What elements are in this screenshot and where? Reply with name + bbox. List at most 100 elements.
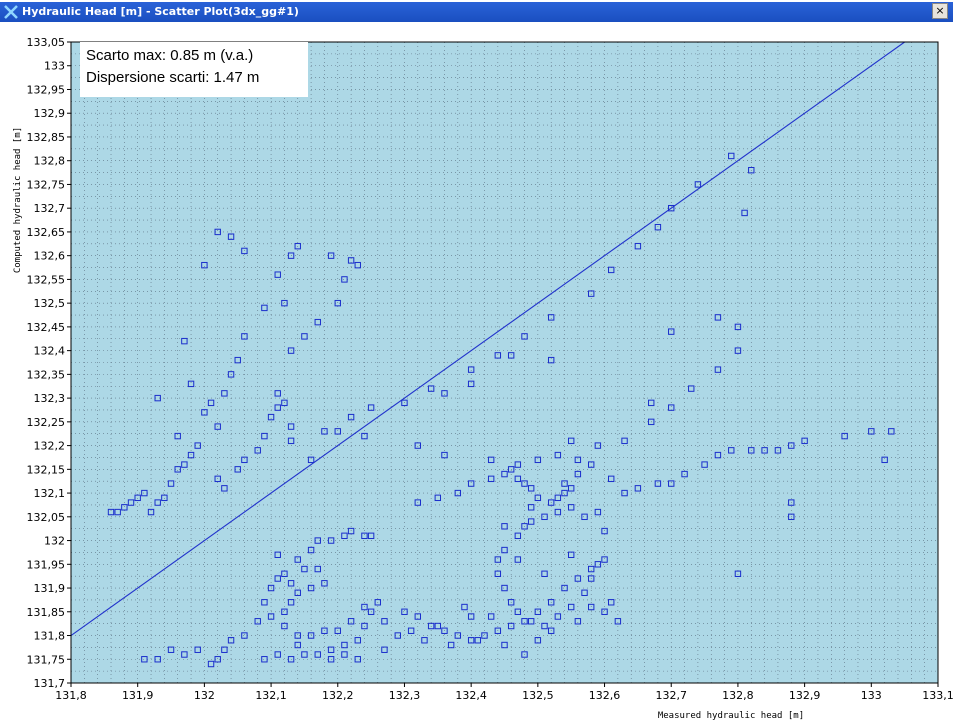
data-point xyxy=(227,371,235,378)
data-point xyxy=(547,314,555,321)
data-point xyxy=(267,584,275,592)
data-point xyxy=(214,656,221,663)
data-point xyxy=(341,651,348,658)
data-point xyxy=(401,608,408,615)
data-point xyxy=(294,242,301,250)
x-axis-title: Measured hydraulic head [m] xyxy=(658,711,804,721)
x-tick-label: 132,4 xyxy=(455,689,487,702)
data-point xyxy=(314,651,321,658)
data-point xyxy=(154,656,161,663)
data-point xyxy=(107,508,115,516)
data-point xyxy=(287,599,295,606)
data-point xyxy=(327,656,335,663)
data-point xyxy=(654,223,662,231)
title-bar[interactable]: Hydraulic Head [m] - Scatter Plot(3dx_gg… xyxy=(0,0,953,24)
data-point xyxy=(381,646,388,653)
y-axis-title: Computed hydraulic head [m] xyxy=(13,127,23,273)
data-point xyxy=(554,494,562,502)
data-point xyxy=(541,570,548,577)
data-point xyxy=(501,641,508,649)
data-point xyxy=(167,646,175,653)
data-point xyxy=(281,570,288,577)
data-point xyxy=(221,485,228,492)
data-point xyxy=(327,537,335,544)
x-tick-label: 132,2 xyxy=(322,689,354,702)
x-tick-label: 132,7 xyxy=(655,689,687,702)
data-point xyxy=(454,632,462,639)
data-point xyxy=(514,532,522,540)
data-point xyxy=(274,651,281,658)
data-point xyxy=(201,261,208,269)
data-point xyxy=(241,632,248,639)
data-point xyxy=(254,447,261,454)
data-point xyxy=(134,494,141,502)
data-point xyxy=(734,323,742,331)
data-point xyxy=(621,489,628,497)
data-point xyxy=(594,442,602,449)
data-point xyxy=(507,466,515,473)
y-tick-label: 133 xyxy=(44,60,65,73)
data-point xyxy=(207,660,215,668)
data-point xyxy=(474,637,482,644)
data-point xyxy=(501,470,508,478)
data-point xyxy=(174,432,181,440)
x-tick-label: 131,9 xyxy=(122,689,154,702)
data-point xyxy=(494,570,502,577)
data-point xyxy=(561,480,568,487)
data-point xyxy=(614,618,622,625)
data-point xyxy=(648,399,655,407)
data-point xyxy=(394,632,401,639)
y-tick-label: 131,95 xyxy=(27,558,66,571)
data-point xyxy=(588,290,595,297)
data-point xyxy=(347,413,355,421)
x-tick-label: 132,9 xyxy=(789,689,821,702)
data-point xyxy=(574,618,582,625)
data-point xyxy=(588,461,595,468)
data-point xyxy=(334,428,341,435)
data-point xyxy=(467,637,475,644)
statistics-box: Scarto max: 0.85 m (v.a.) Dispersione sc… xyxy=(80,42,308,97)
data-point xyxy=(734,570,742,577)
data-point xyxy=(294,556,301,563)
data-point xyxy=(321,428,328,435)
x-tick-label: 132 xyxy=(194,689,215,702)
data-point xyxy=(347,257,355,264)
data-point xyxy=(547,599,555,606)
data-point xyxy=(588,575,595,582)
data-point xyxy=(788,513,795,521)
data-point xyxy=(581,589,588,596)
data-point xyxy=(534,637,542,644)
data-point xyxy=(601,556,608,563)
data-point xyxy=(294,589,301,596)
data-point xyxy=(341,276,348,283)
y-tick-label: 133,05 xyxy=(27,36,66,49)
data-point xyxy=(574,575,582,582)
data-point xyxy=(761,447,768,454)
data-point xyxy=(301,565,308,573)
data-point xyxy=(287,423,295,430)
data-point xyxy=(127,499,135,506)
data-point xyxy=(414,499,422,506)
data-point xyxy=(314,318,321,326)
data-point xyxy=(574,456,582,464)
y-tick-label: 132,15 xyxy=(27,463,66,476)
data-point xyxy=(467,366,475,373)
y-tick-label: 132,4 xyxy=(34,345,66,358)
data-point xyxy=(601,608,608,615)
data-point xyxy=(527,504,535,511)
y-tick-label: 132,95 xyxy=(27,83,66,96)
data-point xyxy=(327,252,335,259)
data-point xyxy=(788,442,795,449)
data-point xyxy=(608,599,615,606)
data-point xyxy=(521,523,528,530)
data-point xyxy=(547,499,555,506)
y-tick-label: 132,5 xyxy=(34,297,66,310)
data-point xyxy=(507,599,515,606)
data-point xyxy=(281,399,288,407)
y-tick-label: 132,45 xyxy=(27,321,66,334)
data-point xyxy=(281,299,288,307)
y-tick-label: 132,3 xyxy=(34,392,66,405)
close-button[interactable]: × xyxy=(932,3,948,19)
data-point xyxy=(441,390,448,397)
